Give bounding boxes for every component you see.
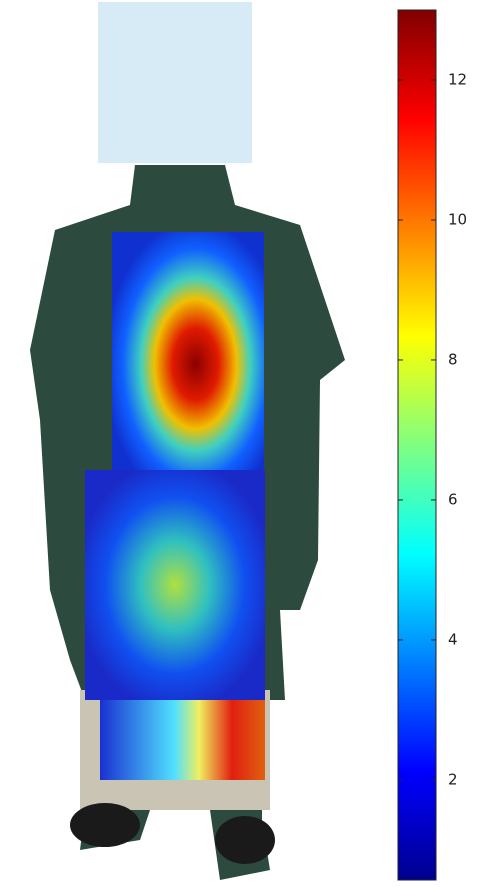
tick-label: 10 — [448, 210, 467, 228]
tick-label: 2 — [448, 770, 458, 788]
shoe — [215, 816, 275, 864]
tick-label: 12 — [448, 70, 467, 88]
shoe — [70, 803, 140, 847]
tick-label: 6 — [448, 490, 458, 508]
heatmap-overlay — [85, 232, 265, 780]
colorbar-body — [397, 9, 437, 881]
heatmap-lower — [85, 470, 265, 700]
tick-label: 8 — [448, 350, 458, 368]
face-mask — [98, 2, 252, 163]
heatmap-upper — [112, 232, 264, 472]
tick-label: 4 — [448, 630, 458, 648]
colorbar: 2 4 6 8 10 12 — [397, 9, 467, 881]
heatmap-legs — [100, 700, 265, 780]
